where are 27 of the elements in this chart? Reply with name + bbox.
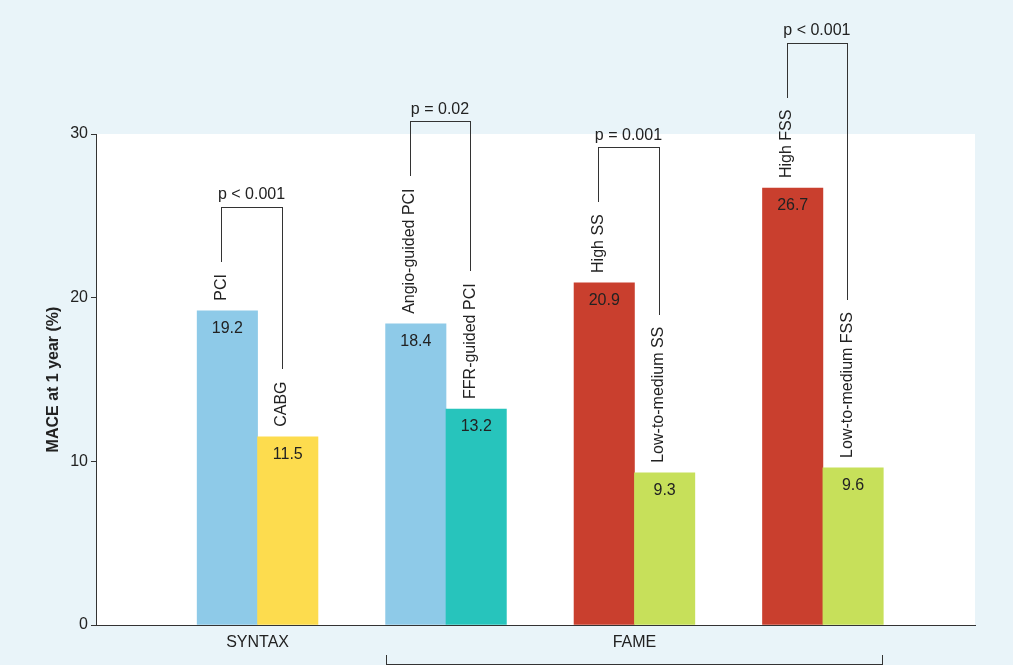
y-tick-label: 20: [70, 288, 89, 306]
x-tick-label: High FSS: [777, 109, 795, 179]
data-label: 11.5: [272, 445, 303, 463]
y-tick-label: 30: [70, 124, 89, 142]
x-tick-label: PCI: [211, 274, 229, 301]
annotation: p < 0.001: [217, 185, 286, 203]
data-label: 13.2: [460, 417, 492, 435]
y-tick-label: 0: [79, 615, 89, 633]
x-tick-label: Angio-guided PCI: [400, 188, 418, 314]
text: FAME: [612, 633, 657, 651]
x-tick-label: CABG: [272, 381, 290, 427]
data-label: 20.9: [588, 291, 620, 309]
text: p = 0.02: [410, 99, 470, 117]
data-label: 19.2: [211, 319, 244, 337]
data-label: 18.4: [400, 332, 432, 350]
x-tick-label: Low-to-medium SS: [649, 326, 667, 463]
data-label: 26.7: [777, 196, 809, 214]
text: SYNTAX: [226, 633, 290, 651]
x-tick-label: Low-to-medium FSS: [837, 312, 855, 458]
y-tick-label: 10: [70, 451, 89, 469]
data-label: 9.6: [841, 476, 865, 494]
text: p < 0.001: [783, 20, 851, 38]
annotation: p = 0.001: [594, 125, 663, 143]
data-label: 9.3: [653, 481, 676, 499]
y-axis-title: MACE at 1 year (%): [44, 306, 62, 453]
x-tick-label: FFR-guided PCI: [460, 283, 478, 399]
x-tick-label: High SS: [588, 214, 606, 273]
